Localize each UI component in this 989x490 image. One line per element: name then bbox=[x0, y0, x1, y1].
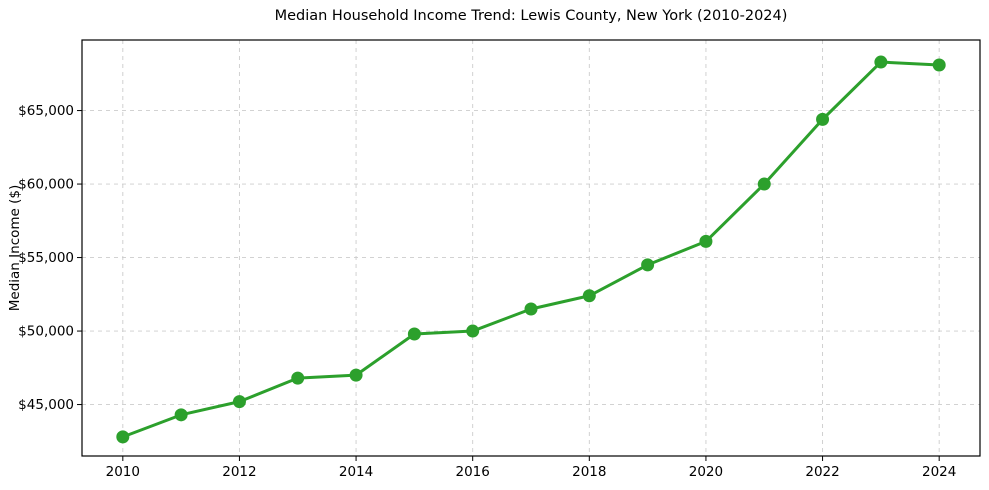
y-tick-label: $60,000 bbox=[18, 177, 74, 193]
plot-border bbox=[81, 39, 981, 457]
data-point bbox=[641, 258, 655, 272]
data-point bbox=[757, 177, 771, 191]
data-point bbox=[699, 234, 713, 248]
data-point bbox=[349, 368, 363, 382]
data-point bbox=[291, 371, 305, 385]
data-point bbox=[116, 430, 130, 444]
x-tick-label: 2018 bbox=[572, 464, 606, 480]
y-tick-label: $55,000 bbox=[18, 250, 74, 266]
data-point bbox=[932, 58, 946, 72]
y-tick-label: $50,000 bbox=[18, 324, 74, 340]
x-tick-label: 2016 bbox=[456, 464, 490, 480]
data-point bbox=[466, 324, 480, 338]
data-point bbox=[407, 327, 421, 341]
x-tick-label: 2014 bbox=[339, 464, 373, 480]
y-tick-label: $45,000 bbox=[18, 397, 74, 413]
data-point bbox=[524, 302, 538, 316]
data-point bbox=[816, 112, 830, 126]
data-point bbox=[174, 408, 188, 422]
x-tick-label: 2020 bbox=[689, 464, 723, 480]
data-point bbox=[582, 289, 596, 303]
y-tick-label: $65,000 bbox=[18, 103, 74, 119]
data-point bbox=[874, 55, 888, 69]
data-point bbox=[232, 395, 246, 409]
x-tick-label: 2010 bbox=[106, 464, 140, 480]
x-tick-label: 2012 bbox=[222, 464, 256, 480]
x-tick-label: 2024 bbox=[922, 464, 956, 480]
chart-title: Median Household Income Trend: Lewis Cou… bbox=[274, 8, 788, 24]
x-tick-label: 2022 bbox=[805, 464, 839, 480]
